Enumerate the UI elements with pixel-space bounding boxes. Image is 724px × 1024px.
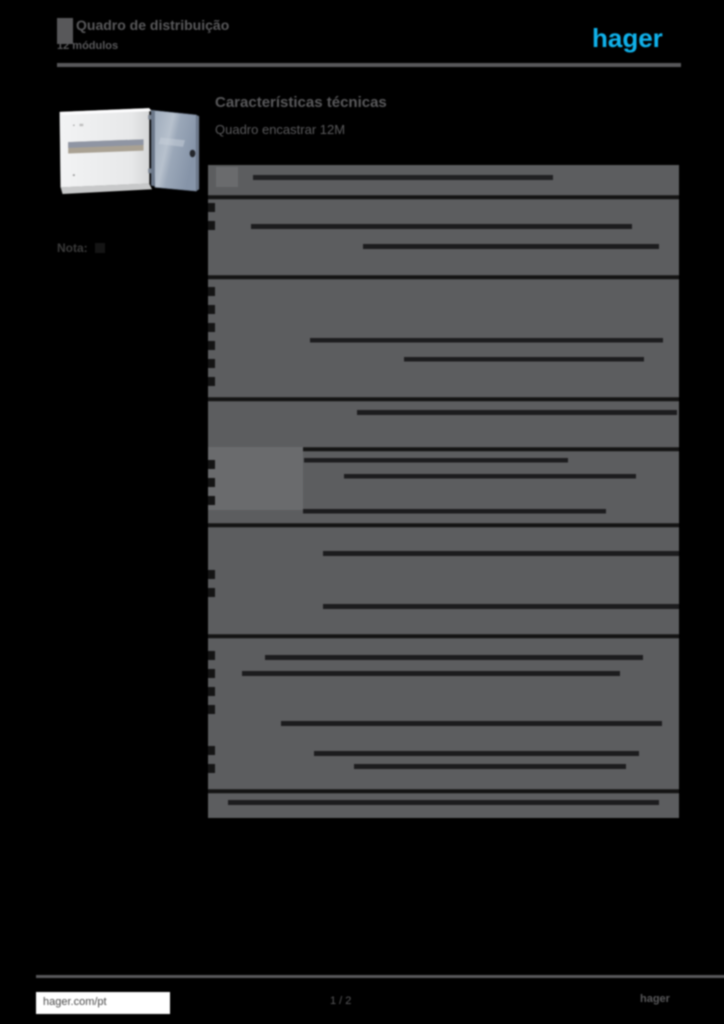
svg-text:hager: hager	[592, 23, 663, 53]
